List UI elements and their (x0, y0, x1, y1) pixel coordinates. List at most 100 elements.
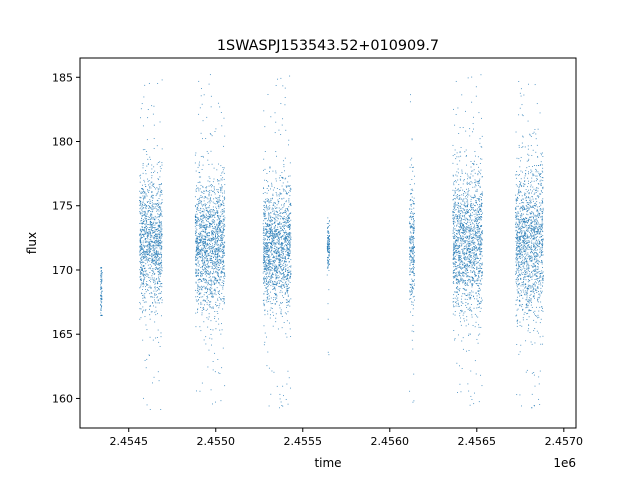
data-point (271, 207, 273, 209)
data-point (152, 260, 154, 262)
data-point (146, 201, 148, 203)
data-point (214, 278, 216, 280)
data-point (264, 310, 266, 312)
data-point (413, 275, 415, 277)
data-point (413, 237, 415, 239)
data-point (195, 232, 197, 234)
data-point (101, 296, 103, 298)
data-point (278, 254, 280, 256)
data-point (195, 218, 197, 220)
data-point (157, 253, 159, 255)
data-point (267, 254, 269, 255)
data-point (274, 230, 275, 232)
data-point (208, 226, 210, 228)
data-point (151, 191, 153, 193)
data-point (213, 256, 214, 258)
data-point (219, 217, 221, 219)
data-point (274, 249, 276, 251)
data-point (144, 231, 146, 233)
data-point (161, 240, 163, 242)
data-point (290, 232, 292, 234)
data-point (413, 246, 415, 248)
data-point (265, 223, 267, 225)
data-point (466, 316, 468, 318)
data-point (198, 256, 200, 257)
data-point (146, 213, 148, 215)
data-point (413, 166, 414, 168)
data-point (277, 200, 279, 202)
data-point (140, 278, 142, 280)
data-point (208, 254, 209, 256)
data-point (219, 303, 221, 305)
data-point (205, 239, 207, 241)
data-point (327, 261, 329, 263)
data-point (220, 204, 222, 206)
data-point (264, 269, 266, 271)
data-point (142, 269, 144, 271)
data-point (284, 292, 286, 294)
data-point (155, 222, 157, 224)
data-point (203, 260, 205, 262)
data-point (206, 303, 208, 305)
data-point (286, 313, 287, 315)
data-point (201, 235, 203, 237)
data-point (146, 233, 148, 235)
data-point (473, 263, 475, 265)
data-point (278, 247, 280, 249)
data-point (286, 255, 288, 257)
data-point (275, 170, 277, 172)
data-point (201, 192, 203, 194)
data-point (284, 312, 286, 314)
data-point (210, 320, 212, 322)
data-point (278, 251, 280, 252)
data-point (455, 233, 457, 234)
data-point (457, 237, 458, 239)
data-point (150, 243, 152, 245)
data-point (201, 249, 203, 250)
data-point (142, 244, 144, 246)
data-point (156, 145, 158, 147)
data-point (196, 244, 198, 246)
data-point (222, 288, 224, 290)
data-point (268, 202, 270, 204)
data-point (327, 243, 328, 245)
data-point (198, 281, 200, 283)
data-point (154, 170, 156, 172)
data-point (479, 333, 481, 335)
data-point (145, 231, 147, 233)
data-point (457, 251, 459, 253)
data-point (286, 225, 288, 227)
data-point (265, 265, 267, 267)
data-point (278, 177, 280, 179)
data-point (194, 162, 196, 164)
data-point (264, 214, 265, 216)
data-point (158, 237, 160, 239)
data-point (159, 240, 161, 242)
data-point (472, 186, 474, 188)
data-point (101, 279, 103, 281)
data-point (328, 289, 330, 291)
data-point (153, 254, 155, 256)
data-point (280, 262, 282, 264)
data-point (283, 248, 285, 250)
data-point (211, 184, 213, 186)
data-point (463, 280, 465, 282)
data-point (200, 132, 202, 134)
data-point (288, 301, 290, 303)
data-point (280, 251, 282, 253)
data-point (269, 230, 271, 232)
data-point (156, 237, 158, 239)
data-point (278, 234, 280, 236)
data-point (220, 244, 222, 246)
data-point (270, 279, 272, 281)
data-point (283, 275, 285, 277)
data-point (282, 295, 283, 297)
data-point (149, 241, 151, 243)
data-point (198, 236, 200, 238)
data-point (284, 232, 286, 234)
data-point (158, 286, 160, 287)
data-point (212, 190, 214, 192)
data-point (222, 224, 224, 226)
data-point (146, 284, 148, 286)
data-point (146, 232, 148, 234)
